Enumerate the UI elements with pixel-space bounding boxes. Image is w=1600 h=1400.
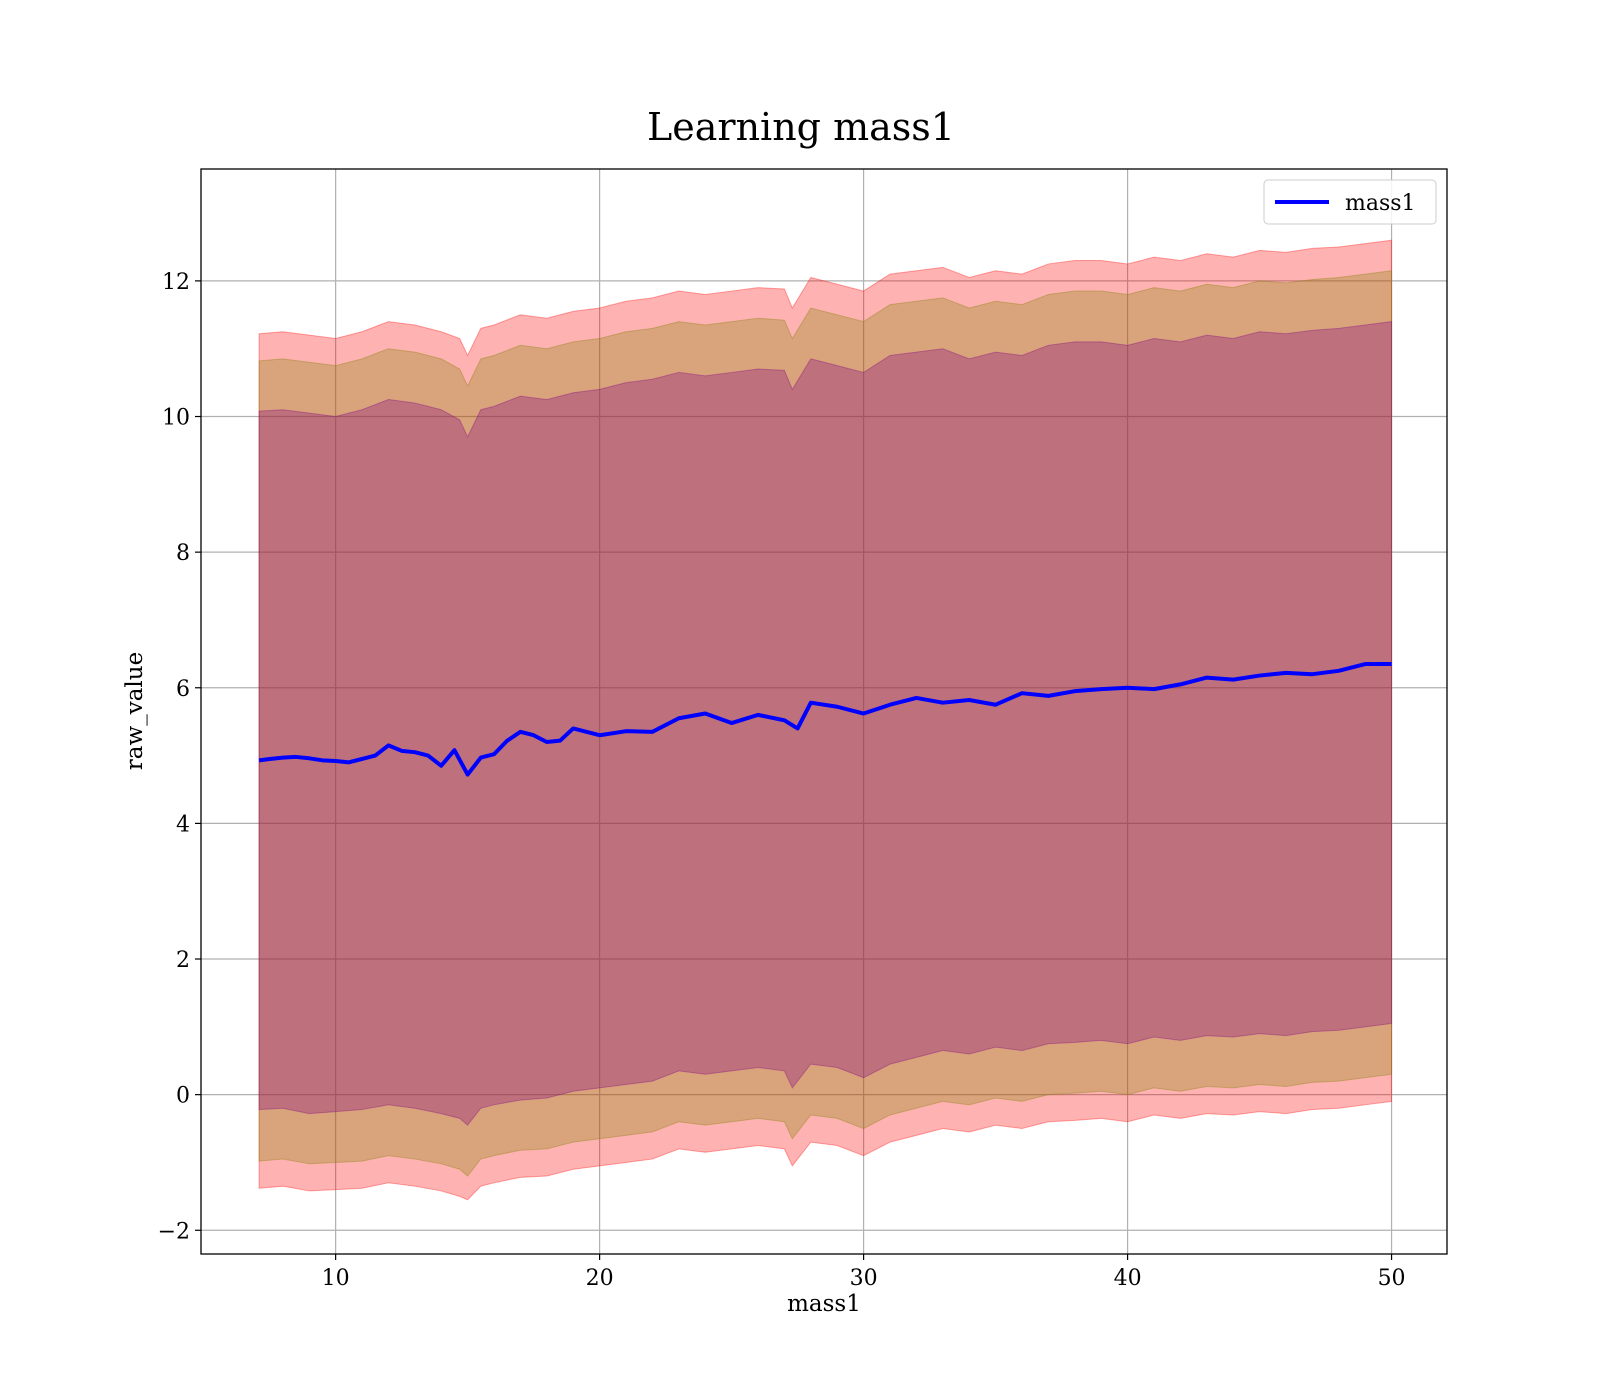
band-2 — [258, 321, 1393, 1126]
y-tick-label: 6 — [176, 677, 190, 702]
x-tick-label: 30 — [850, 1266, 878, 1291]
plot-frame — [200, 168, 1448, 1255]
y-tick-label: 8 — [176, 541, 190, 566]
y-axis-label: raw_value — [122, 652, 148, 770]
y-tick-label: −2 — [158, 1219, 190, 1244]
y-tick-label: 2 — [176, 948, 190, 973]
x-tick-label: 50 — [1378, 1266, 1406, 1291]
legend-label-mass1: mass1 — [1345, 191, 1416, 216]
x-tick-label: 10 — [322, 1266, 350, 1291]
y-tick-label: 12 — [162, 270, 190, 295]
band-1 — [258, 270, 1393, 1177]
chart-title: Learning mass1 — [647, 105, 955, 149]
series-line-mass1 — [258, 662, 1392, 777]
x-tick-label: 20 — [586, 1266, 614, 1291]
y-tick-label: 4 — [176, 812, 190, 837]
band-0 — [258, 239, 1393, 1201]
uncertainty-bands — [258, 239, 1393, 1201]
x-tick-label: 40 — [1114, 1266, 1142, 1291]
legend-box — [1263, 179, 1437, 225]
series-lines — [258, 662, 1392, 777]
y-tick-label: 10 — [162, 406, 190, 431]
x-axis-label: mass1 — [787, 1291, 861, 1317]
legend: mass1 — [1263, 179, 1437, 225]
y-tick-label: 0 — [176, 1084, 190, 1109]
axis-ticks: 10 20 30 40 50 −2 0 2 4 6 8 10 12 — [158, 270, 1406, 1291]
